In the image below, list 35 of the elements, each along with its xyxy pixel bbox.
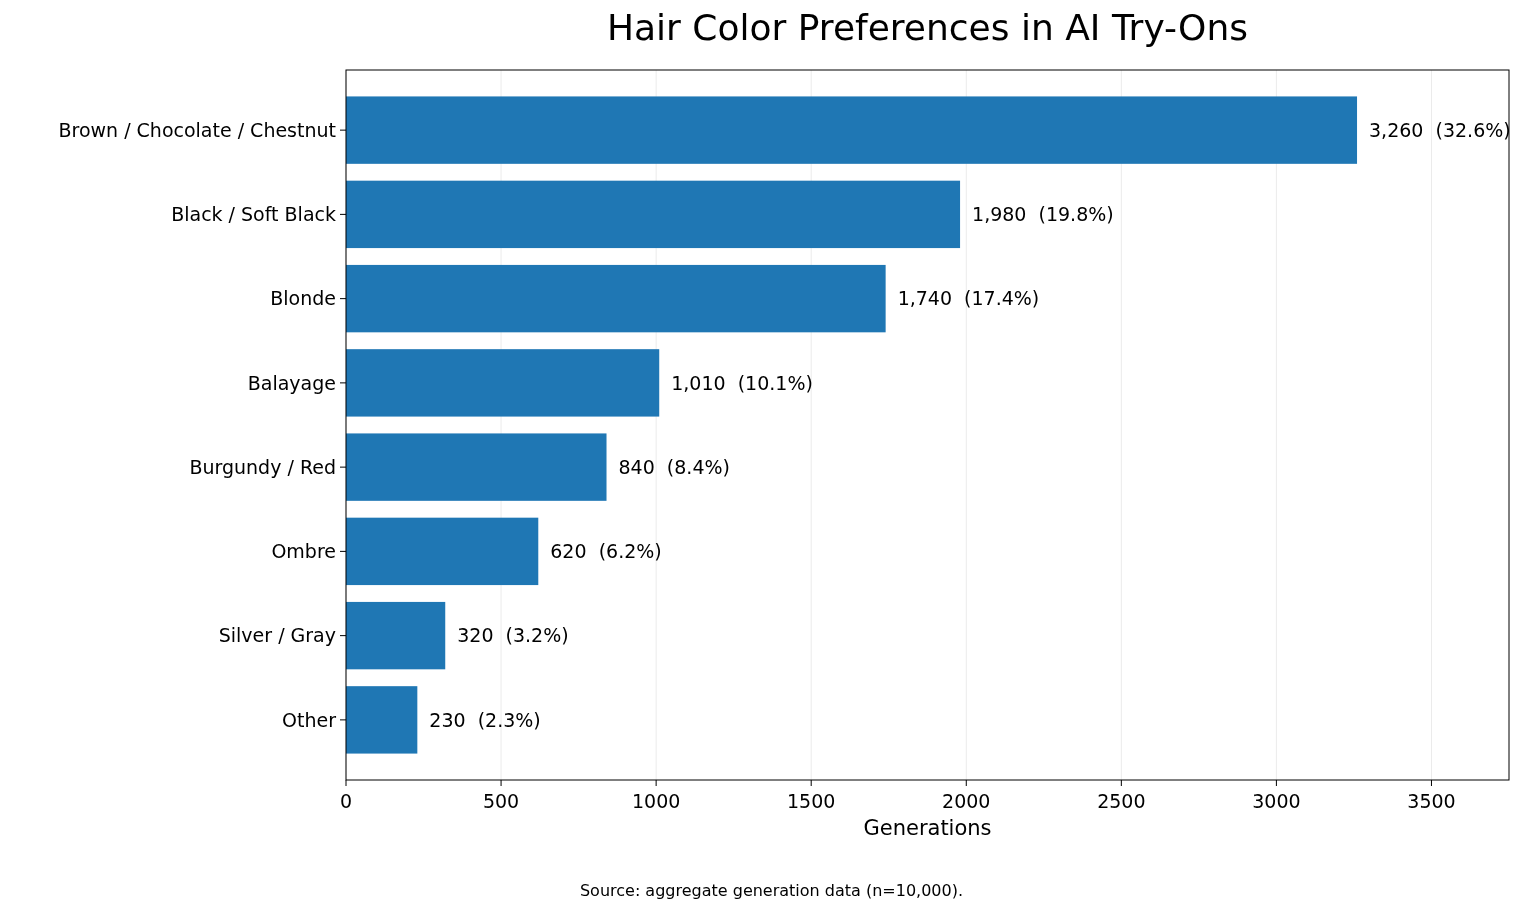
- data-label: 320 (3.2%): [457, 624, 569, 647]
- y-tick-label: Balayage: [247, 371, 336, 394]
- chart-title: Hair Color Preferences in AI Try-Ons: [606, 7, 1249, 48]
- bar: [346, 264, 886, 333]
- y-tick-label: Burgundy / Red: [189, 455, 336, 478]
- x-tick-label: 0: [339, 790, 353, 812]
- bar: [346, 686, 418, 754]
- y-tick-label: Black / Soft Black: [171, 203, 336, 226]
- x-tick-label: 1000: [631, 790, 681, 812]
- y-tick-label: Silver / Gray: [218, 624, 336, 647]
- y-tick-label: Other: [282, 708, 337, 731]
- x-tick-label: 3500: [1407, 790, 1456, 812]
- bar: [346, 349, 660, 417]
- y-tick-label: Brown / Chocolate / Chestnut: [58, 118, 336, 141]
- bar: [346, 96, 1358, 164]
- data-label: 1,010 (10.1%): [671, 371, 813, 394]
- x-tick-label: 3000: [1252, 790, 1301, 812]
- data-label: 230 (2.3%): [429, 708, 541, 731]
- x-tick-label: 2500: [1097, 790, 1146, 812]
- data-label: 620 (6.2%): [550, 540, 662, 563]
- x-axis-title: Generations: [863, 816, 992, 840]
- data-label: 3,260 (32.6%): [1369, 118, 1511, 141]
- bar: [346, 601, 446, 670]
- bar: [346, 433, 607, 501]
- bar: [346, 180, 961, 249]
- source-note: Source: aggregate generation data (n=10,000).: [579, 881, 964, 900]
- y-tick-label: Blonde: [270, 287, 336, 310]
- y-tick-label: Ombre: [271, 540, 336, 563]
- x-tick-label: 1500: [787, 790, 836, 812]
- data-label: 1,980 (19.8%): [972, 203, 1114, 226]
- data-label: 840 (8.4%): [618, 455, 730, 478]
- data-label: 1,740 (17.4%): [897, 287, 1040, 310]
- x-tick-label: 2000: [942, 790, 991, 812]
- bar: [346, 517, 539, 586]
- x-tick-label: 500: [482, 790, 520, 812]
